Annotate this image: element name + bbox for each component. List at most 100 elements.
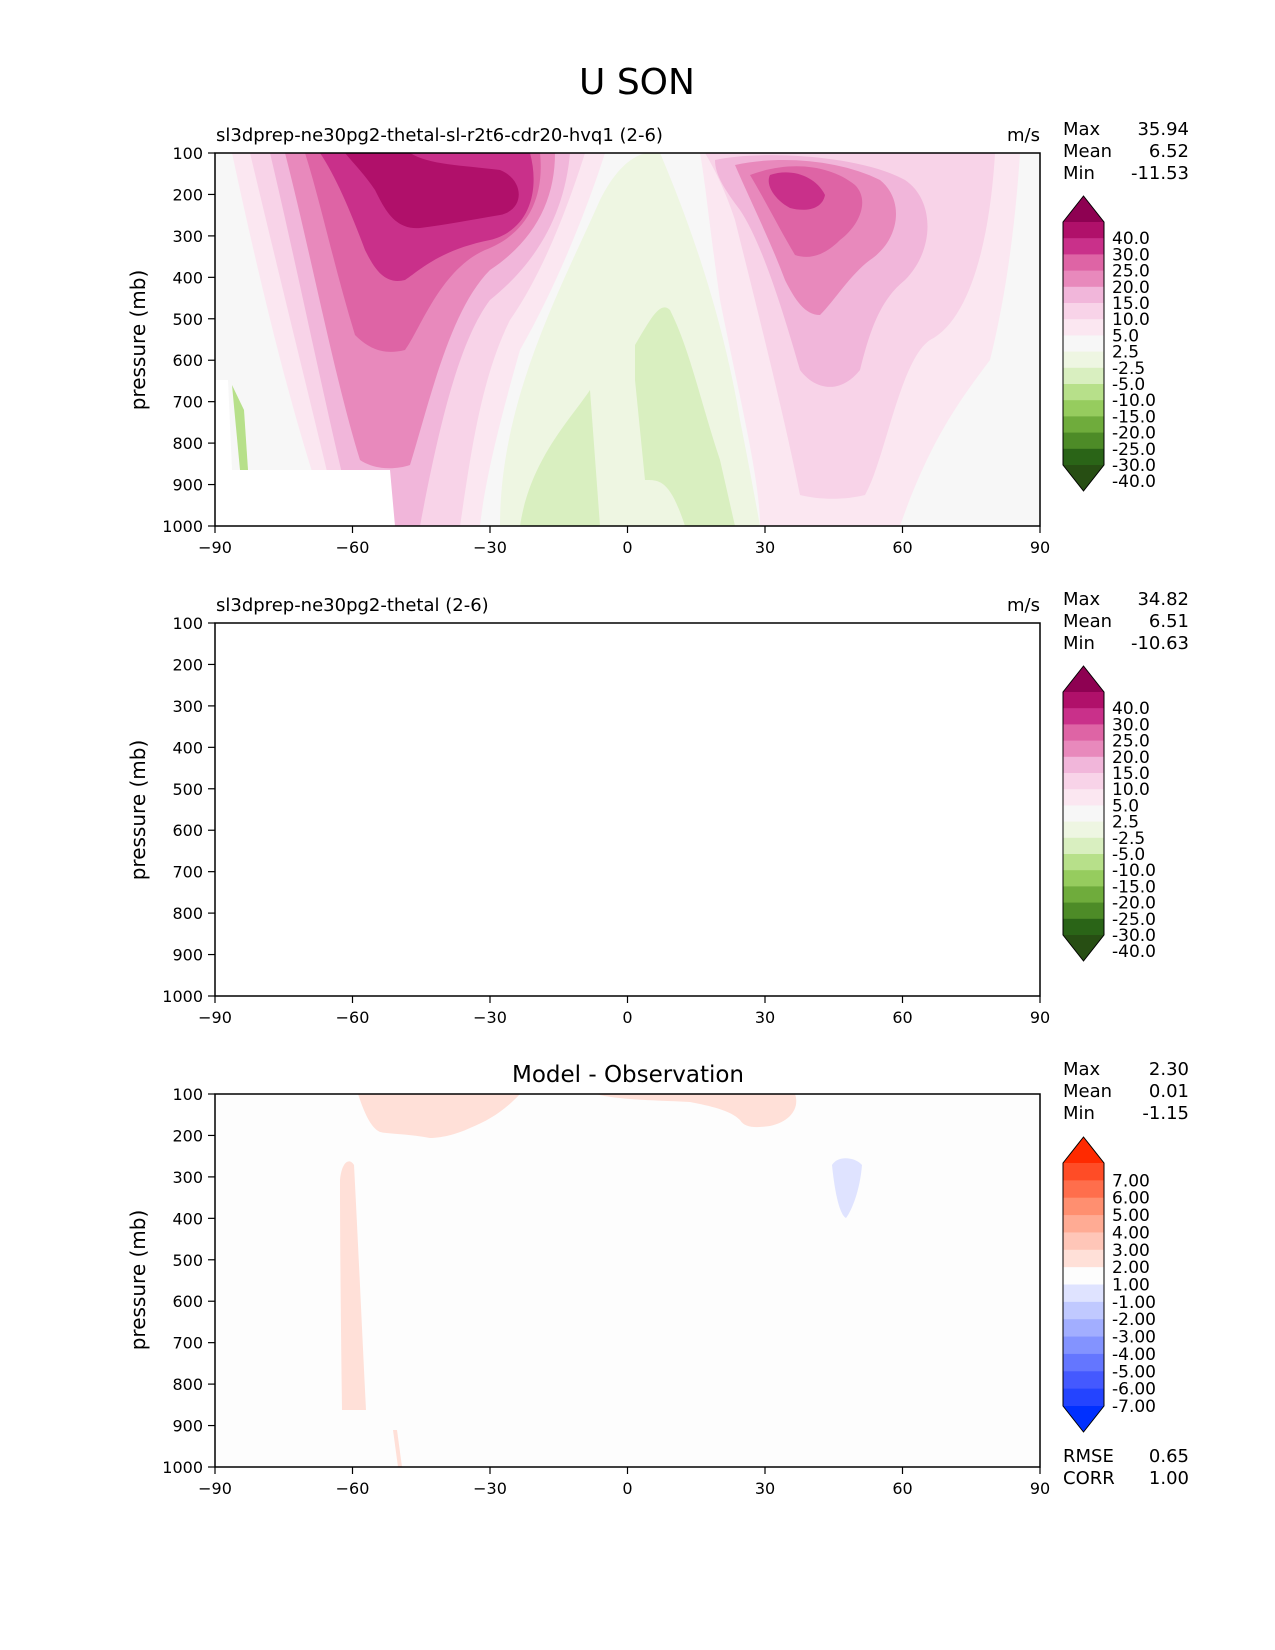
- westerly-nh-level-2: [705, 623, 990, 969]
- y-tick-label: 600: [172, 821, 203, 840]
- colorbar-swatch: [1063, 448, 1104, 466]
- colorbar-swatch: [1063, 303, 1104, 320]
- colorbar-label: -40.0: [1112, 472, 1156, 492]
- colorbar-swatch: [1063, 708, 1104, 725]
- y-tick-label: 700: [172, 1334, 203, 1353]
- x-tick-label: −30: [473, 1008, 507, 1027]
- colorbar-label: 25.0: [1112, 732, 1150, 752]
- y-tick-label: 300: [172, 1168, 203, 1187]
- x-tick-label: 90: [1030, 1479, 1050, 1498]
- westerly-level-7a: [350, 623, 385, 641]
- x-tick-label: −60: [336, 1008, 370, 1027]
- colorbar-label: -15.0: [1112, 407, 1156, 427]
- westerly-level-2: [250, 623, 590, 996]
- stat-label: Min: [1063, 163, 1095, 184]
- y-tick-label: 700: [172, 863, 203, 882]
- terrain-mask: [215, 380, 395, 526]
- y-tick-label: 600: [172, 1292, 203, 1311]
- y-axis: 100 200 300 400 500 600 700 800 900 1000: [162, 1085, 215, 1477]
- colorbar-swatch: [1063, 1249, 1104, 1268]
- colorbar-swatch: [1063, 367, 1104, 385]
- x-tick-label: 30: [755, 538, 775, 557]
- colorbar-swatch: [1063, 756, 1104, 774]
- stats-box: Max 35.94 Mean 6.52 Min -11.53: [1063, 119, 1189, 184]
- colorbar-label: 2.5: [1112, 343, 1139, 363]
- stat-label: Min: [1063, 1103, 1095, 1124]
- x-tick-label: −30: [473, 1479, 507, 1498]
- x-tick-label: 0: [622, 1479, 632, 1498]
- colorbar-swatch: [1063, 384, 1104, 401]
- y-tick-label: 800: [172, 904, 203, 923]
- plot-frame: [214, 622, 1041, 997]
- colorbar-swatch: [1063, 1163, 1104, 1181]
- colorbar-swatch: [1063, 854, 1104, 871]
- y-tick-label: 900: [172, 476, 203, 495]
- contour-field: [215, 1094, 1040, 1467]
- westerly-nh-level-1: [700, 623, 1010, 996]
- y-tick-label: 200: [172, 1126, 203, 1145]
- colorbar: 40.030.025.020.015.010.05.02.5-2.5-5.0-1…: [1062, 195, 1156, 492]
- colorbar-label: -5.0: [1112, 375, 1145, 395]
- colorbar-swatch: [1063, 1267, 1104, 1285]
- x-tick-label: 30: [755, 1008, 775, 1027]
- y-tick-label: 900: [172, 946, 203, 965]
- x-axis: −90 −60 −30 0 30 60 90: [198, 526, 1050, 557]
- colorbar-swatch: [1063, 286, 1104, 304]
- stats-box: Max 2.30 Mean 0.01 Min -1.15: [1063, 1059, 1189, 1124]
- x-tick-label: −30: [473, 538, 507, 557]
- x-tick-label: 90: [1030, 538, 1050, 557]
- stat-value: 6.51: [1149, 611, 1189, 632]
- colorbar-swatch: [1063, 1319, 1104, 1338]
- background-fill: [215, 623, 1040, 996]
- colorbar-swatch: [1063, 1353, 1104, 1372]
- westerly-level-7b: [390, 662, 432, 700]
- colorbar-swatch: [1063, 319, 1104, 336]
- skill-scores: RMSE 0.65 CORR 1.00: [1063, 1446, 1189, 1489]
- panel-ref: sl3dprep-ne30pg2-thetal (2-6) m/s Max 34…: [126, 589, 1189, 1027]
- colorbar-label: 4.00: [1112, 1223, 1150, 1243]
- colorbar-label: 1.00: [1112, 1276, 1150, 1296]
- terrain-mask: [215, 850, 395, 996]
- units-label: m/s: [1007, 125, 1040, 146]
- y-tick-label: 400: [172, 738, 203, 757]
- colorbar-swatch: [1063, 416, 1104, 434]
- colorbar-swatch: [1063, 1137, 1104, 1163]
- colorbar-swatch: [1063, 740, 1104, 758]
- colorbar-label: 20.0: [1112, 748, 1150, 768]
- stat-value: 34.82: [1137, 589, 1189, 610]
- colorbar-label: 40.0: [1112, 229, 1150, 249]
- y-axis-label: pressure (mb): [126, 270, 150, 411]
- colorbar-swatch: [1063, 1336, 1104, 1355]
- colorbar-swatch: [1063, 886, 1104, 904]
- colorbar-label: -3.00: [1112, 1328, 1156, 1348]
- colorbar-label: -4.00: [1112, 1345, 1156, 1365]
- x-tick-label: 60: [892, 538, 912, 557]
- colorbar-label: 5.0: [1112, 326, 1139, 346]
- colorbar-label: 25.0: [1112, 262, 1150, 282]
- colorbar-swatch: [1063, 1215, 1104, 1233]
- y-tick-label: 100: [172, 614, 203, 633]
- easterly-level-3: [232, 855, 248, 940]
- colorbar-swatch: [1063, 902, 1104, 920]
- westerly-nh-level-5: [752, 636, 859, 727]
- colorbar-label: -7.00: [1112, 1397, 1156, 1417]
- positive-diff-top-nh: [595, 1094, 797, 1128]
- y-tick-label: 1000: [162, 1458, 203, 1477]
- stats-box: Max 34.82 Mean 6.51 Min -10.63: [1063, 589, 1189, 654]
- colorbar-label: -30.0: [1112, 456, 1156, 476]
- stat-value: 6.52: [1149, 141, 1189, 162]
- stat-value: 1.00: [1149, 1468, 1189, 1489]
- stat-value: -11.53: [1131, 163, 1189, 184]
- colorbar-swatch: [1063, 935, 1104, 961]
- colorbar-label: 15.0: [1112, 764, 1150, 784]
- panel-title: Model - Observation: [512, 1062, 744, 1088]
- colorbar-label: 20.0: [1112, 278, 1150, 298]
- westerly-level-3: [270, 623, 572, 996]
- colorbar-label: -40.0: [1112, 942, 1156, 962]
- colorbar-swatch: [1063, 1406, 1104, 1432]
- colorbar-label: -5.00: [1112, 1362, 1156, 1382]
- colorbar-swatch: [1063, 400, 1104, 417]
- positive-diff-column: [340, 1161, 366, 1410]
- colorbar-swatch: [1063, 1232, 1104, 1251]
- stat-label: Max: [1063, 589, 1101, 610]
